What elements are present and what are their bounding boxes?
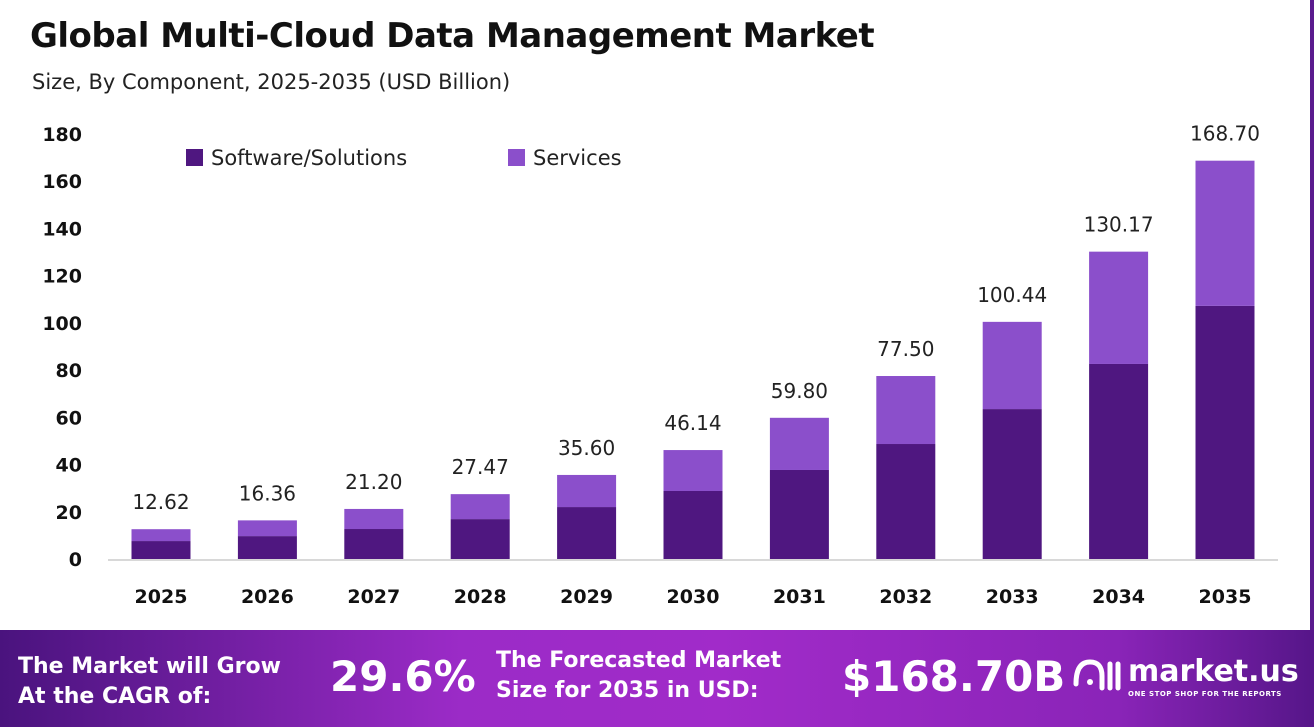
x-tick-label: 2028 <box>454 586 507 608</box>
bar-services <box>557 474 617 508</box>
y-tick-label: 160 <box>42 171 82 193</box>
bar-services <box>876 376 936 445</box>
logo-tagline: ONE STOP SHOP FOR THE REPORTS <box>1128 690 1282 698</box>
bar-software-solutions <box>769 469 829 559</box>
x-tick-label: 2026 <box>241 586 294 608</box>
forecast-label-line1: The Forecasted Market <box>496 648 782 673</box>
forecast-label: The Forecasted Market Size for 2035 in U… <box>496 646 781 706</box>
x-tick-label: 2029 <box>560 586 613 608</box>
bar-software-solutions <box>663 491 723 559</box>
data-label-total: 168.70 <box>1190 122 1260 146</box>
x-tick-label: 2035 <box>1199 586 1252 608</box>
data-label-total: 21.20 <box>345 470 402 494</box>
bar-software-solutions <box>1195 305 1255 559</box>
bar-software-solutions <box>876 444 936 559</box>
data-label-total: 12.62 <box>132 490 189 514</box>
legend-swatch <box>186 149 203 166</box>
bar-software-solutions <box>450 519 510 559</box>
y-tick-label: 100 <box>42 313 82 335</box>
data-label-total: 46.14 <box>664 411 721 435</box>
footer-banner: The Market will Grow At the CAGR of: 29.… <box>0 630 1314 727</box>
cagr-label: The Market will Grow At the CAGR of: <box>18 652 281 712</box>
cagr-label-line1: The Market will Grow <box>18 654 281 679</box>
y-tick-label: 180 <box>42 124 82 146</box>
y-tick-label: 120 <box>42 266 82 288</box>
legend-label: Services <box>533 146 622 170</box>
forecast-label-line2: Size for 2035 in USD: <box>496 678 759 703</box>
x-tick-label: 2033 <box>986 586 1039 608</box>
data-label-total: 77.50 <box>877 337 934 361</box>
bar-software-solutions <box>557 507 617 559</box>
chart-subtitle: Size, By Component, 2025-2035 (USD Billi… <box>32 70 511 94</box>
bar-services <box>131 529 191 542</box>
data-label-total: 59.80 <box>771 379 828 403</box>
bar-services <box>769 417 829 470</box>
y-tick-label: 20 <box>56 502 82 524</box>
x-tick-label: 2027 <box>347 586 400 608</box>
data-label-total: 27.47 <box>452 455 509 479</box>
x-tick-label: 2025 <box>135 586 188 608</box>
bar-software-solutions <box>237 536 297 559</box>
bar-services <box>450 494 510 520</box>
bar-software-solutions <box>982 409 1042 559</box>
bar-services <box>1089 251 1149 364</box>
legend-label: Software/Solutions <box>211 146 407 170</box>
bar-software-solutions <box>344 529 404 559</box>
stacked-bar-chart: 0 20 40 60 80 100 120 140 160 180 12.62 2025 16.36 20… <box>42 122 1278 608</box>
chart-title: Global Multi-Cloud Data Management Marke… <box>30 16 875 56</box>
bar-services <box>237 520 297 537</box>
cagr-value: 29.6% <box>330 652 476 701</box>
x-tick-label: 2034 <box>1092 586 1145 608</box>
legend-swatch <box>508 149 525 166</box>
market-us-logo-icon <box>1073 659 1121 691</box>
bar-software-solutions <box>131 541 191 559</box>
chart-frame <box>1310 0 1314 630</box>
y-tick-label: 140 <box>42 218 82 240</box>
x-tick-label: 2031 <box>773 586 826 608</box>
bar-services <box>663 450 723 491</box>
bar-software-solutions <box>1089 363 1149 559</box>
y-tick-label: 80 <box>56 360 82 382</box>
data-label-total: 35.60 <box>558 436 615 460</box>
cagr-label-line2: At the CAGR of: <box>18 684 212 709</box>
bar-services <box>982 321 1042 410</box>
forecast-value: $168.70B <box>842 652 1066 701</box>
y-tick-label: 40 <box>56 455 82 477</box>
x-tick-label: 2032 <box>879 586 932 608</box>
y-tick-label: 60 <box>56 407 82 429</box>
bar-services <box>344 508 404 530</box>
data-label-total: 100.44 <box>977 283 1047 307</box>
bar-services <box>1195 160 1255 306</box>
data-label-total: 16.36 <box>239 481 296 505</box>
logo-text: market.us <box>1128 654 1299 689</box>
data-label-total: 130.17 <box>1084 213 1154 237</box>
y-tick-label: 0 <box>69 549 82 571</box>
x-tick-label: 2030 <box>667 586 720 608</box>
